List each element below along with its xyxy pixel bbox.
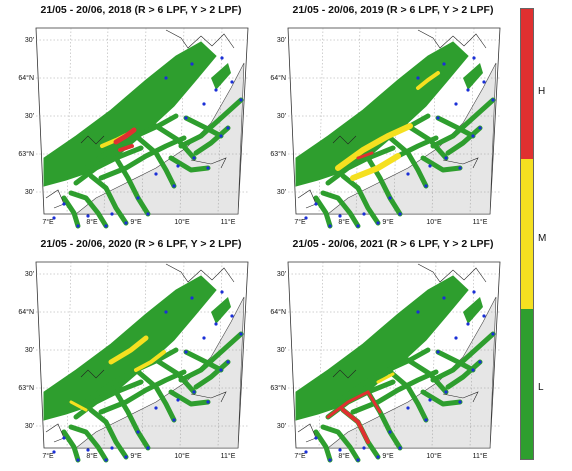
model-domain-island	[463, 63, 483, 90]
station-markers	[304, 56, 495, 228]
lice-pressure-overlay	[69, 335, 166, 412]
lon-tick-label: 9°E	[130, 218, 142, 226]
lon-tick-label: 7°E	[294, 452, 306, 460]
panel-title: 21/05 - 20/06, 2019 (R > 6 LPF, Y > 2 LP…	[292, 4, 494, 16]
lat-tick-label: 30'	[25, 271, 34, 278]
lon-tick-label: 11°E	[473, 218, 488, 226]
model-domain-island	[463, 297, 483, 324]
coastline	[45, 263, 235, 443]
axis-labels: 7°E 8°E 9°E 10°E 11°E 30' 64°N 30' 63°N 30'	[270, 271, 487, 460]
lat-tick-label: 30'	[25, 189, 34, 196]
model-domain-island	[211, 63, 231, 90]
lon-tick-label: 8°E	[86, 218, 98, 226]
lon-tick-label: 8°E	[338, 218, 350, 226]
lat-tick-label: 64°N	[18, 308, 34, 316]
lat-tick-label: 30'	[25, 37, 34, 44]
lice-pressure-overlay	[335, 71, 440, 181]
lon-tick-label: 8°E	[86, 452, 98, 460]
lat-tick-label: 64°N	[270, 308, 286, 316]
coastline	[297, 29, 487, 209]
coastline	[45, 29, 235, 209]
map-panel-2021: 21/05 - 20/06, 2021 (R > 6 LPF, Y > 2 LP…	[268, 238, 518, 468]
model-domain-island	[166, 63, 194, 88]
station-markers	[304, 290, 495, 462]
lat-tick-label: 30'	[277, 347, 286, 354]
lon-tick-label: 7°E	[294, 218, 306, 226]
lon-tick-label: 11°E	[473, 452, 488, 460]
lon-tick-label: 9°E	[130, 452, 142, 460]
lat-tick-label: 30'	[277, 271, 286, 278]
map-panel-2019: 21/05 - 20/06, 2019 (R > 6 LPF, Y > 2 LP…	[268, 4, 518, 234]
station-markers	[52, 56, 243, 228]
legend-high-segment	[521, 9, 533, 159]
legend-medium-segment	[521, 159, 533, 309]
axis-labels: 7°E 8°E 9°E 10°E 11°E 30' 64°N 30' 63°N 30'	[18, 271, 235, 460]
lon-tick-label: 8°E	[338, 452, 350, 460]
lon-tick-label: 7°E	[42, 218, 54, 226]
legend-label-high: H	[538, 86, 546, 97]
legend-label-low: L	[538, 382, 544, 393]
lice-pressure-overlay	[326, 372, 395, 444]
lat-tick-label: 63°N	[18, 384, 34, 392]
lon-tick-label: 9°E	[382, 218, 394, 226]
legend-label-medium: M	[538, 233, 547, 244]
color-legend-bar	[520, 8, 534, 460]
lat-tick-label: 30'	[277, 189, 286, 196]
lon-tick-label: 10°E	[174, 452, 190, 460]
lat-tick-label: 30'	[25, 113, 34, 120]
fjord-channels	[61, 97, 244, 229]
fjord-channels	[313, 331, 496, 463]
panel-title: 21/05 - 20/06, 2018 (R > 6 LPF, Y > 2 LP…	[40, 4, 242, 16]
model-domain-island	[166, 297, 194, 322]
axis-labels: 7°E 8°E 9°E 10°E 11°E 30' 64°N 30' 63°N 30'	[270, 37, 487, 226]
lat-tick-label: 63°N	[270, 384, 286, 392]
axis-labels: 7°E 8°E 9°E 10°E 11°E 30' 64°N 30' 63°N 30'	[18, 37, 235, 226]
fjord-channels	[61, 331, 244, 463]
lat-tick-label: 30'	[25, 423, 34, 430]
lat-tick-label: 64°N	[18, 74, 34, 82]
map-canvas: 7°E 8°E 9°E 10°E 11°E 30' 64°N 30' 63°N 30'	[18, 27, 249, 229]
model-domain-island	[418, 297, 446, 322]
map-panel-2020: 21/05 - 20/06, 2020 (R > 6 LPF, Y > 2 LP…	[16, 238, 266, 468]
lice-pressure-overlay	[100, 127, 137, 152]
lon-tick-label: 11°E	[221, 452, 236, 460]
lon-tick-label: 10°E	[426, 218, 442, 226]
map-canvas: 7°E 8°E 9°E 10°E 11°E 30' 64°N 30' 63°N 30'	[270, 261, 501, 463]
lon-tick-label: 10°E	[174, 218, 190, 226]
panel-title: 21/05 - 20/06, 2020 (R > 6 LPF, Y > 2 LP…	[40, 238, 242, 250]
lat-tick-label: 30'	[277, 113, 286, 120]
model-domain-island	[211, 297, 231, 324]
lon-tick-label: 10°E	[426, 452, 442, 460]
map-canvas: 7°E 8°E 9°E 10°E 11°E 30' 64°N 30' 63°N 30'	[270, 27, 501, 229]
lat-tick-label: 30'	[25, 347, 34, 354]
lon-tick-label: 7°E	[42, 452, 54, 460]
coastline	[297, 263, 487, 443]
lon-tick-label: 9°E	[382, 452, 394, 460]
station-markers	[52, 290, 243, 462]
lat-tick-label: 30'	[277, 37, 286, 44]
lat-tick-label: 63°N	[270, 150, 286, 158]
lat-tick-label: 64°N	[270, 74, 286, 82]
legend-low-segment	[521, 309, 533, 459]
map-panel-2018: 21/05 - 20/06, 2018 (R > 6 LPF, Y > 2 LP…	[16, 4, 266, 234]
lat-tick-label: 63°N	[18, 150, 34, 158]
lat-tick-label: 30'	[277, 423, 286, 430]
map-canvas: 7°E 8°E 9°E 10°E 11°E 30' 64°N 30' 63°N 30'	[18, 261, 249, 463]
lon-tick-label: 11°E	[221, 218, 236, 226]
panel-title: 21/05 - 20/06, 2021 (R > 6 LPF, Y > 2 LP…	[292, 238, 494, 250]
